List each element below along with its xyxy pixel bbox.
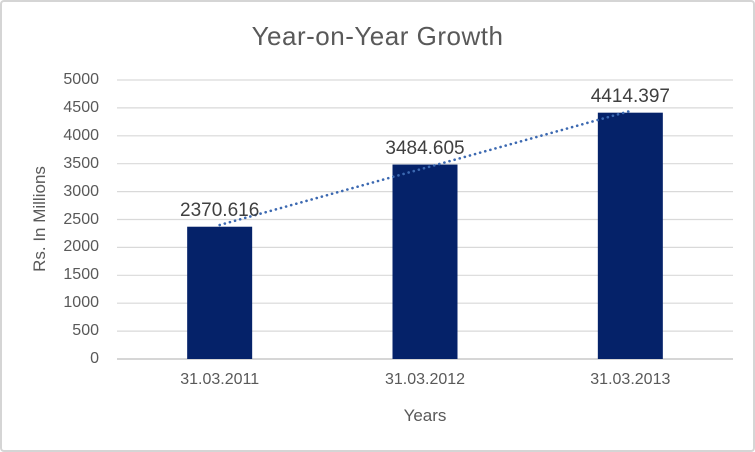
bar-31.03.2013	[597, 112, 663, 359]
x-tick-label: 31.03.2012	[384, 371, 466, 388]
bar-data-label: 2370.616	[180, 199, 260, 221]
y-tick-label: 500	[72, 322, 99, 340]
x-axis-title: Years	[403, 406, 447, 425]
x-tick-label: 31.03.2011	[180, 371, 260, 388]
x-tick-label: 31.03.2013	[590, 371, 671, 388]
bar-data-label: 4414.397	[590, 85, 670, 107]
y-tick-label: 1500	[63, 266, 99, 284]
bar-data-label: 3484.605	[385, 137, 465, 159]
y-tick-label: 5000	[63, 71, 99, 88]
trendline	[218, 109, 632, 227]
chart-title: Year-on-Year Growth	[251, 21, 504, 51]
y-tick-label: 3500	[63, 154, 99, 172]
y-tick-label: 2000	[63, 238, 99, 256]
y-tick-label: 4500	[63, 98, 99, 116]
bar-31.03.2012	[392, 164, 458, 359]
y-tick-label: 1000	[63, 294, 99, 312]
y-tick-label: 0	[90, 350, 99, 367]
y-tick-label: 3000	[63, 182, 99, 200]
y-tick-label: 4000	[63, 126, 99, 144]
bar-31.03.2011	[187, 226, 253, 359]
y-tick-label: 2500	[63, 210, 99, 228]
